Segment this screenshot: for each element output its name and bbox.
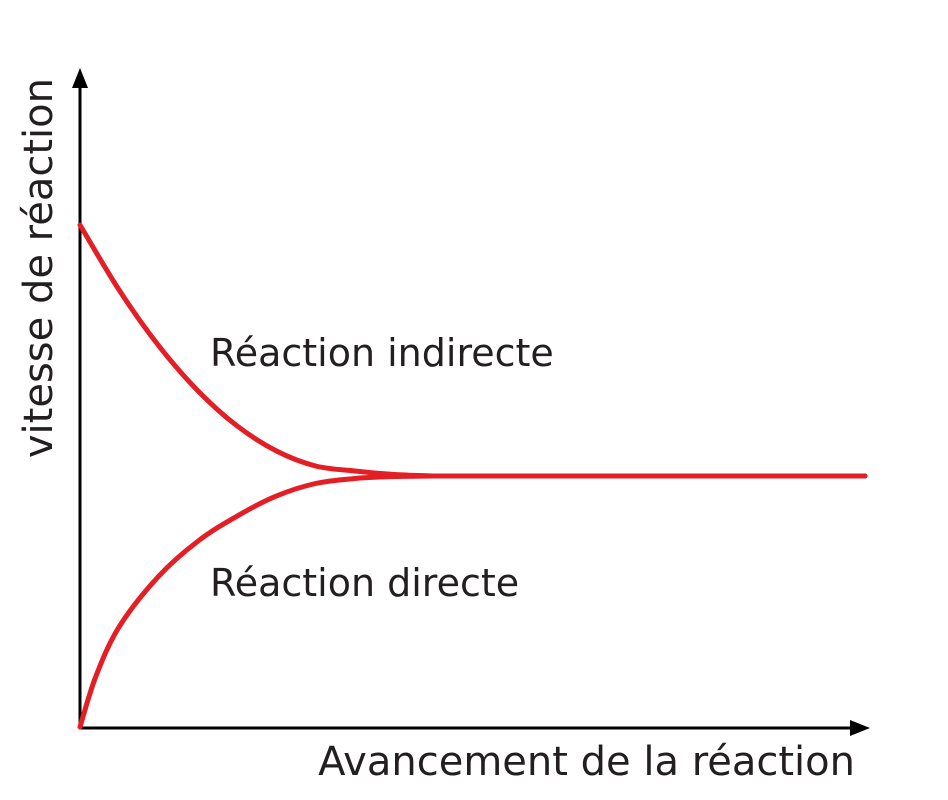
series-label-reaction-indirecte: Réaction indirecte (210, 331, 554, 375)
x-axis-title: Avancement de la réaction (318, 739, 855, 785)
x-axis-arrow-icon (850, 720, 870, 736)
series-line-reaction-indirecte (77, 222, 868, 479)
y-axis-arrow-icon (72, 68, 88, 88)
series-line-reaction-directe (77, 473, 868, 730)
y-axis-title: vitesse de réaction (16, 78, 62, 458)
series-label-reaction-directe: Réaction directe (210, 561, 519, 605)
series-layer (77, 222, 868, 730)
